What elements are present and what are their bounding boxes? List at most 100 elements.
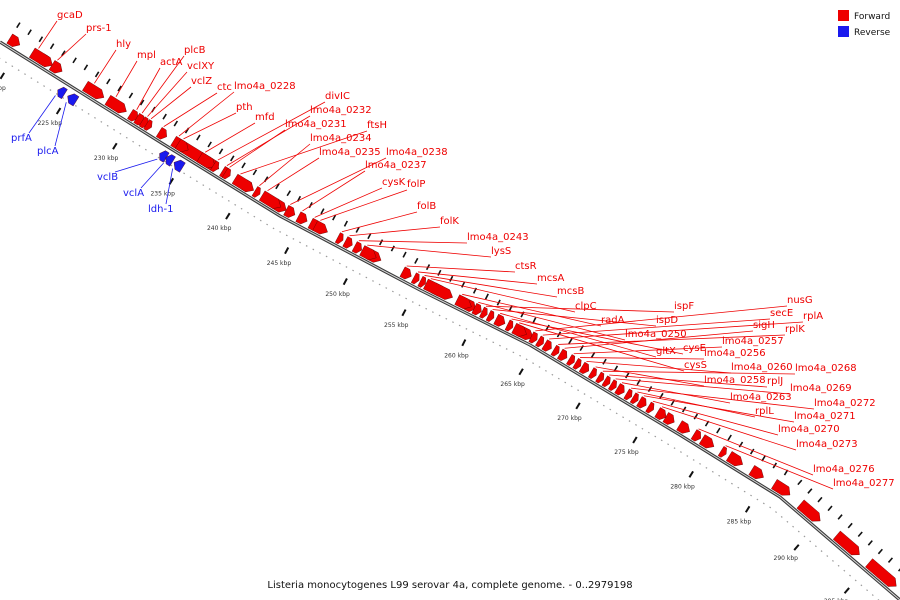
gene-arrow-block-16[interactable]	[832, 530, 860, 556]
gene-arrow-lmo4a_0237[interactable]	[295, 211, 308, 225]
gene-arrow-rplK[interactable]	[550, 344, 560, 357]
gene-label-rplL[interactable]: rplL	[755, 406, 774, 417]
gene-arrow-block-9[interactable]	[662, 412, 675, 425]
gene-arrow-lmo4a_0276[interactable]	[690, 429, 701, 442]
gene-arrow-lmo4a_0243[interactable]	[351, 241, 362, 254]
gene-label-mcsA[interactable]: mcsA	[537, 273, 564, 284]
gene-label-mpl[interactable]: mpl	[137, 50, 156, 61]
gene-arrow-mpl[interactable]	[104, 94, 127, 114]
gene-label-lmo4a_0270[interactable]: lmo4a_0270	[778, 424, 840, 435]
gene-arrow-prfA[interactable]	[57, 86, 68, 100]
gene-label-ctsR[interactable]: ctsR	[515, 261, 537, 272]
gene-label-lmo4a_0231[interactable]: lmo4a_0231	[285, 119, 347, 130]
gene-label-ispD[interactable]: ispD	[656, 315, 678, 326]
gene-label-vclA[interactable]: vclA	[123, 188, 144, 199]
gene-label-vclXY[interactable]: vclXY	[187, 61, 215, 72]
gene-label-lmo4a_0272[interactable]: lmo4a_0272	[814, 398, 876, 409]
gene-label-divIC[interactable]: divIC	[325, 91, 350, 102]
gene-arrow-lmo4a_0263[interactable]	[614, 383, 625, 396]
gene-arrow-ldh-1[interactable]	[173, 159, 186, 173]
gene-label-radA[interactable]: radA	[601, 315, 625, 326]
gene-arrow-secE[interactable]	[535, 335, 545, 348]
gene-arrow-vclA[interactable]	[165, 154, 176, 167]
gene-label-lysS[interactable]: lysS	[491, 246, 511, 257]
gene-label-lmo4a_0234[interactable]: lmo4a_0234	[310, 133, 372, 144]
gene-label-prfA[interactable]: prfA	[11, 133, 32, 144]
gene-arrow-block-13[interactable]	[748, 465, 764, 480]
gene-label-prs-1[interactable]: prs-1	[86, 23, 112, 34]
gene-arrow-ispD[interactable]	[485, 310, 495, 322]
gene-arrow-block-11[interactable]	[698, 434, 715, 449]
gene-label-ispF[interactable]: ispF	[674, 301, 694, 312]
gene-arrow-gcaD[interactable]	[28, 47, 53, 68]
gene-label-cysS[interactable]: cysS	[684, 360, 707, 371]
gene-arrow-lmo4a_0270[interactable]	[645, 401, 655, 414]
gene-arrow-cysS[interactable]	[511, 322, 527, 337]
gene-arrow-block-17[interactable]	[865, 558, 897, 587]
gene-label-lmo4a_0258[interactable]: lmo4a_0258	[704, 375, 766, 386]
gene-arrow-ctsR[interactable]	[399, 266, 412, 280]
gene-label-lmo4a_0268[interactable]: lmo4a_0268	[795, 363, 857, 374]
gene-label-nusG[interactable]: nusG	[787, 295, 813, 306]
gene-arrow-lmo4a_0256[interactable]	[572, 358, 582, 370]
gene-label-sigH[interactable]: sigH	[753, 320, 775, 331]
gene-label-lmo4a_0257[interactable]: lmo4a_0257	[722, 336, 784, 347]
gene-label-rplA[interactable]: rplA	[803, 311, 823, 322]
gene-label-lmo4a_0256[interactable]: lmo4a_0256	[704, 348, 766, 359]
gene-label-folK[interactable]: folK	[440, 216, 459, 227]
gene-label-lmo4a_0250[interactable]: lmo4a_0250	[625, 329, 687, 340]
gene-arrow-ftsH[interactable]	[231, 173, 254, 193]
gene-arrow-mcsA[interactable]	[410, 272, 420, 285]
gene-arrow-block-12[interactable]	[725, 451, 743, 467]
gene-label-lmo4a_0232[interactable]: lmo4a_0232	[310, 105, 372, 116]
gene-label-lmo4a_0235[interactable]: lmo4a_0235	[319, 147, 381, 158]
gene-arrow-lmo4a_0235[interactable]	[258, 190, 282, 209]
gene-arrow-lmo4a_0273[interactable]	[654, 407, 667, 420]
gene-arrow-sigH[interactable]	[556, 348, 568, 361]
gene-label-mfd[interactable]: mfd	[255, 112, 275, 123]
gene-label-rplJ[interactable]: rplJ	[767, 376, 783, 387]
gene-label-lmo4a_0238[interactable]: lmo4a_0238	[386, 147, 448, 158]
gene-label-lmo4a_0271[interactable]: lmo4a_0271	[794, 411, 856, 422]
gene-arrow-gltX[interactable]	[493, 313, 506, 327]
gene-arrow-vclB[interactable]	[159, 150, 170, 163]
gene-arrow-lmo4a_0272[interactable]	[623, 388, 633, 401]
gene-arrow-lmo4a_0250[interactable]	[471, 302, 482, 316]
gene-arrow-rplJ[interactable]	[601, 375, 611, 388]
gene-label-mcsB[interactable]: mcsB	[557, 286, 584, 297]
gene-arrow-block-0[interactable]	[6, 33, 21, 47]
gene-arrow-rplL[interactable]	[629, 392, 639, 405]
gene-arrow-divIC[interactable]	[210, 160, 220, 173]
gene-arrow-lmo4a_0269[interactable]	[607, 379, 617, 391]
gene-arrow-pth[interactable]	[174, 138, 189, 153]
gene-arrow-rplA[interactable]	[541, 339, 552, 352]
gene-arrow-lmo4a_0260[interactable]	[578, 361, 590, 375]
gene-label-lmo4a_0277[interactable]: lmo4a_0277	[833, 478, 895, 489]
gene-label-pth[interactable]: pth	[236, 102, 253, 113]
gene-label-vclZ[interactable]: vclZ	[191, 76, 212, 87]
gene-arrow-lmo4a_0277[interactable]	[717, 446, 727, 458]
gene-label-lmo4a_0237[interactable]: lmo4a_0237	[365, 160, 427, 171]
gene-arrow-ispF[interactable]	[479, 306, 488, 319]
gene-label-ldh-1[interactable]: ldh-1	[148, 204, 173, 215]
gene-arrow-mcsB[interactable]	[417, 275, 427, 288]
gene-label-lmo4a_0228[interactable]: lmo4a_0228	[234, 81, 296, 92]
gene-arrow-plcA[interactable]	[67, 93, 80, 107]
gene-arrow-cysE[interactable]	[504, 319, 514, 332]
gene-arrow-nusG[interactable]	[528, 331, 538, 344]
gene-label-lmo4a_0273[interactable]: lmo4a_0273	[796, 439, 858, 450]
gene-arrow-lmo4a_0231[interactable]	[221, 167, 231, 180]
gene-arrow-actA[interactable]	[127, 109, 139, 122]
gene-arrow-ctc[interactable]	[155, 127, 167, 140]
gene-arrow-radA[interactable]	[454, 294, 472, 310]
gene-arrow-hly[interactable]	[82, 80, 105, 100]
gene-arrow-folP[interactable]	[312, 220, 328, 235]
gene-label-lmo4a_0276[interactable]: lmo4a_0276	[813, 464, 875, 475]
gene-label-rplK[interactable]: rplK	[785, 324, 805, 335]
gene-arrow-clpC[interactable]	[423, 278, 453, 300]
gene-arrow-lmo4a_0271[interactable]	[636, 396, 647, 409]
gene-label-lmo4a_0269[interactable]: lmo4a_0269	[790, 383, 852, 394]
gene-label-lmo4a_0260[interactable]: lmo4a_0260	[731, 362, 793, 373]
gene-arrow-folB[interactable]	[334, 232, 344, 245]
gene-arrow-lmo4a_0234[interactable]	[251, 186, 261, 198]
